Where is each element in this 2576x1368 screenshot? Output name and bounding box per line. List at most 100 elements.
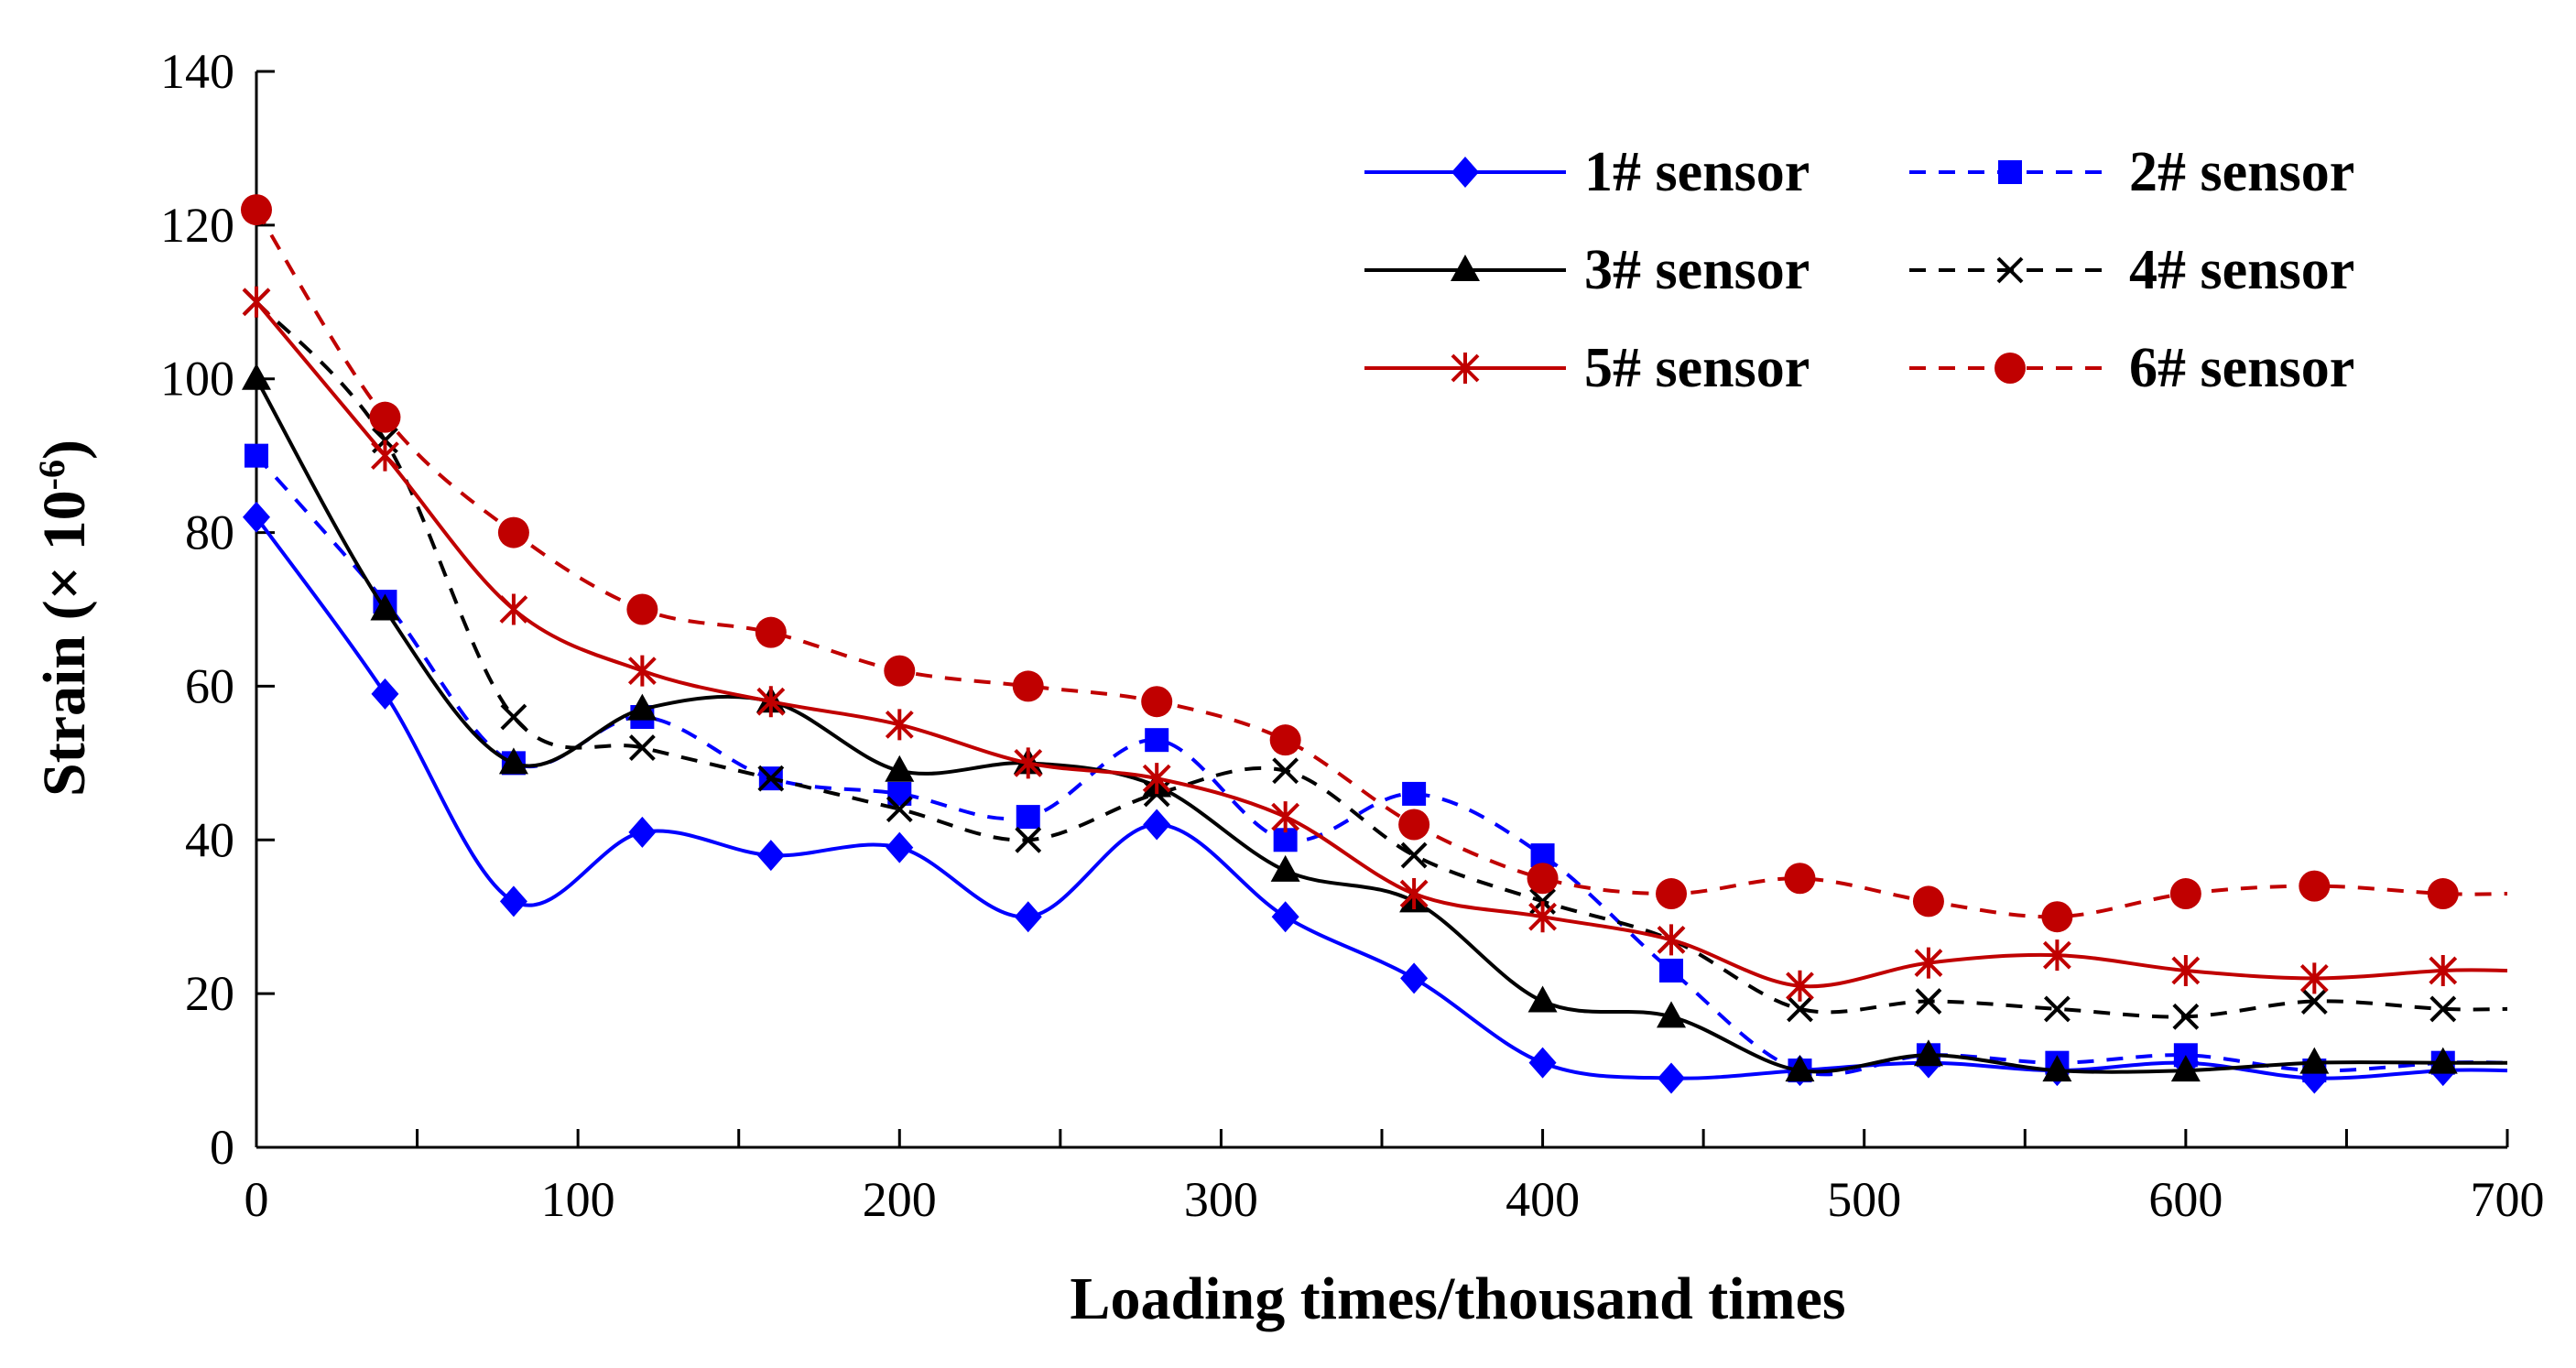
series-5 xyxy=(242,286,2508,1002)
data-point xyxy=(1657,924,1686,956)
legend-marker xyxy=(1996,256,2024,284)
legend-label: 5# sensor xyxy=(1584,337,1810,399)
legend-item-3: 3# sensor xyxy=(1364,239,1810,301)
legend-item-5: 5# sensor xyxy=(1364,337,1810,399)
y-tick-label: 40 xyxy=(185,812,234,867)
series-line xyxy=(255,209,2508,919)
data-point xyxy=(2299,870,2331,902)
data-point xyxy=(242,363,271,390)
data-point xyxy=(2300,988,2328,1015)
x-axis-title: Loading times/thousand times xyxy=(1070,1265,1845,1332)
data-point xyxy=(2042,939,2071,972)
series-line xyxy=(255,300,2508,1019)
data-point xyxy=(884,655,916,687)
x-tick-label: 700 xyxy=(2471,1172,2545,1227)
data-point xyxy=(242,286,271,318)
data-point xyxy=(1014,747,1043,779)
legend-label: 1# sensor xyxy=(1584,141,1810,203)
legend-marker xyxy=(1451,157,1479,188)
x-tick-label: 0 xyxy=(245,1172,269,1227)
y-tick-label: 60 xyxy=(185,658,234,713)
legend-label: 3# sensor xyxy=(1584,239,1810,301)
data-point xyxy=(1014,901,1042,933)
legend: 1# sensor 2# sensor 3# sensor 4# sensor 5# s… xyxy=(1364,141,2354,399)
x-tick-label: 500 xyxy=(1827,1172,1901,1227)
data-point xyxy=(243,501,270,533)
data-point xyxy=(628,734,656,761)
legend-label: 2# sensor xyxy=(2129,141,2354,203)
data-point xyxy=(2299,962,2329,994)
data-point xyxy=(2427,878,2459,910)
y-tick-label: 0 xyxy=(210,1120,234,1175)
data-point xyxy=(756,840,785,872)
data-point xyxy=(1145,728,1169,753)
data-point xyxy=(245,443,268,468)
data-point xyxy=(1143,809,1171,841)
legend-item-4: 4# sensor xyxy=(1909,239,2354,301)
data-point xyxy=(1399,878,1429,910)
data-point xyxy=(1915,988,1942,1015)
data-point xyxy=(2043,995,2071,1023)
data-point xyxy=(2428,1047,2458,1074)
data-point xyxy=(1784,863,1816,895)
legend-label: 6# sensor xyxy=(2129,337,2354,399)
data-point xyxy=(1913,1039,1943,1067)
legend-marker xyxy=(1998,160,2022,184)
legend-label: 4# sensor xyxy=(2129,239,2354,301)
data-point xyxy=(1528,1047,1557,1079)
data-point xyxy=(2429,995,2457,1023)
y-axis-title: Strain (× 10-6) xyxy=(31,440,98,797)
data-point xyxy=(628,816,657,848)
legend-item-1: 1# sensor xyxy=(1364,141,1810,203)
y-axis-title-suffix: ) xyxy=(31,440,98,460)
data-point xyxy=(1402,781,1427,806)
data-point xyxy=(499,593,528,625)
data-point xyxy=(626,593,658,625)
data-point xyxy=(1528,901,1557,933)
data-point xyxy=(1142,763,1171,795)
data-point xyxy=(1527,863,1559,895)
data-point xyxy=(1269,724,1301,756)
data-point xyxy=(1657,1001,1687,1028)
y-tick-label: 120 xyxy=(160,198,234,253)
data-point xyxy=(1914,947,1943,979)
y-tick-label: 80 xyxy=(185,505,234,560)
data-point xyxy=(885,755,915,782)
data-point xyxy=(1398,809,1430,841)
data-point xyxy=(1270,854,1300,882)
data-point xyxy=(1400,962,1429,994)
data-point xyxy=(1015,826,1042,853)
series-4 xyxy=(243,288,2508,1030)
data-point xyxy=(886,796,913,823)
series-2 xyxy=(245,443,2508,1083)
data-point xyxy=(1656,878,1688,910)
legend-item-2: 2# sensor xyxy=(1909,141,2354,203)
data-point xyxy=(1527,985,1558,1013)
data-point xyxy=(1787,995,1813,1023)
x-tick-label: 400 xyxy=(1505,1172,1580,1227)
legend-marker xyxy=(1451,353,1480,384)
data-point xyxy=(2041,901,2073,933)
y-tick-label: 20 xyxy=(185,966,234,1021)
data-point xyxy=(499,885,527,917)
legend-item-6: 6# sensor xyxy=(1909,337,2354,399)
data-point xyxy=(756,686,786,718)
data-point xyxy=(500,703,527,731)
series-line xyxy=(255,300,2508,989)
data-point xyxy=(498,747,528,775)
series-line xyxy=(255,377,2507,1074)
axes: 0 20 40 60 80 100 120 140 0 100 200 300 400 500 600 700 xyxy=(160,44,2545,1227)
data-point xyxy=(1912,885,1944,917)
series-6 xyxy=(241,194,2508,933)
data-point xyxy=(627,693,658,721)
data-point xyxy=(1272,757,1299,785)
series-3 xyxy=(242,363,2507,1082)
series-line xyxy=(255,516,2508,1080)
legend-marker xyxy=(1994,353,2026,384)
data-point xyxy=(1786,970,1814,1002)
data-point xyxy=(2429,954,2458,986)
data-point xyxy=(371,678,399,710)
data-point xyxy=(1271,901,1299,933)
legend-marker xyxy=(1451,255,1480,281)
